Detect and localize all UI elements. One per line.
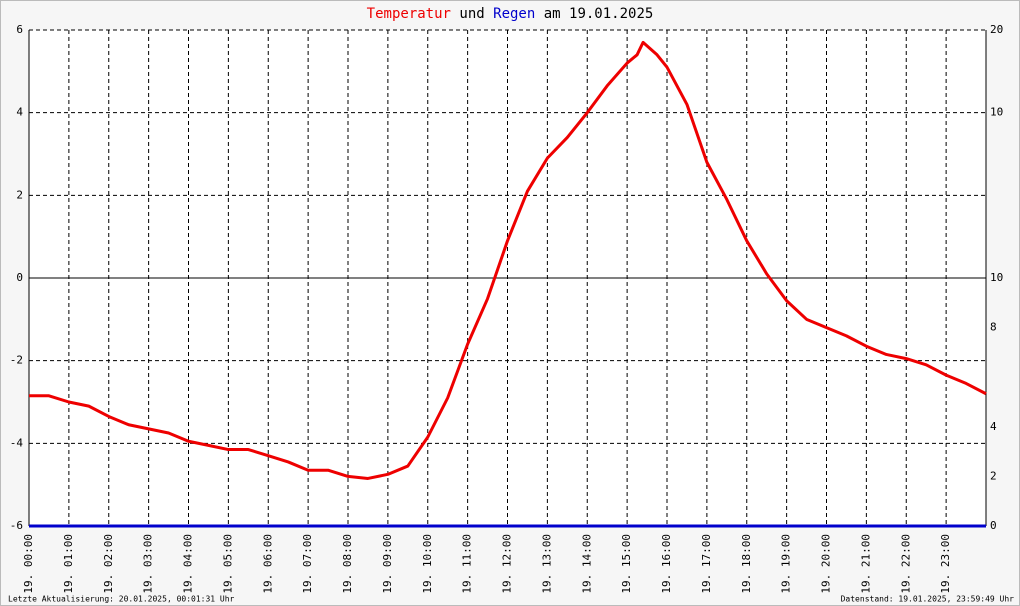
y-tick-label: -2 xyxy=(10,354,23,367)
x-tick-label: 19. 18:00 xyxy=(740,534,753,594)
x-tick-label: 19. 11:00 xyxy=(461,534,474,594)
title-und: und xyxy=(459,6,484,22)
x-tick-label: 19. 21:00 xyxy=(859,534,872,594)
y2-tick-label: 10 xyxy=(990,106,1003,119)
y-tick-label: 0 xyxy=(16,271,23,284)
y-tick-label: 2 xyxy=(16,188,23,201)
title-date: am 19.01.2025 xyxy=(544,6,654,22)
title-rain: Regen xyxy=(493,6,535,22)
y-tick-label: 6 xyxy=(16,23,23,36)
x-tick-label: 19. 00:00 xyxy=(22,534,35,594)
y2-tick-label: 2 xyxy=(990,469,997,482)
x-tick-label: 19. 16:00 xyxy=(660,534,673,594)
x-tick-label: 19. 17:00 xyxy=(700,534,713,594)
x-tick-label: 19. 13:00 xyxy=(540,534,553,594)
x-tick-label: 19. 08:00 xyxy=(341,534,354,594)
y-tick-label: 4 xyxy=(16,106,23,119)
y2-tick-label: 4 xyxy=(990,420,997,433)
x-tick-label: 19. 12:00 xyxy=(501,534,514,594)
x-tick-label: 19. 10:00 xyxy=(421,534,434,594)
footer-right: Datenstand: 19.01.2025, 23:59:49 Uhr xyxy=(841,595,1015,604)
x-tick-label: 19. 03:00 xyxy=(142,534,155,594)
series-line xyxy=(29,40,987,480)
title-temp: Temperatur xyxy=(367,6,451,22)
x-tick-label: 19. 07:00 xyxy=(301,534,314,594)
x-tick-label: 19. 23:00 xyxy=(939,534,952,594)
x-tick-label: 19. 14:00 xyxy=(580,534,593,594)
footer-left: Letzte Aktualisierung: 20.01.2025, 00:01… xyxy=(8,595,235,604)
y2-tick-label: 8 xyxy=(990,321,997,334)
x-tick-label: 19. 05:00 xyxy=(221,534,234,594)
y2-tick-label: 10 xyxy=(990,271,1003,284)
x-tick-label: 19. 20:00 xyxy=(820,534,833,594)
chart-title: Temperatur und Regen am 19.01.2025 xyxy=(367,6,654,22)
x-tick-label: 19. 15:00 xyxy=(620,534,633,594)
x-tick-label: 19. 22:00 xyxy=(899,534,912,594)
y2-tick-label: 20 xyxy=(990,23,1003,36)
x-tick-label: 19. 04:00 xyxy=(182,534,195,594)
y-tick-label: -4 xyxy=(10,436,24,449)
x-tick-label: 19. 19:00 xyxy=(780,534,793,594)
x-tick-label: 19. 09:00 xyxy=(381,534,394,594)
x-tick-label: 19. 02:00 xyxy=(102,534,115,594)
x-tick-label: 19. 06:00 xyxy=(261,534,274,594)
x-tick-label: 19. 01:00 xyxy=(62,534,75,594)
y2-tick-label: 0 xyxy=(990,519,997,532)
y-tick-label: -6 xyxy=(10,519,23,532)
